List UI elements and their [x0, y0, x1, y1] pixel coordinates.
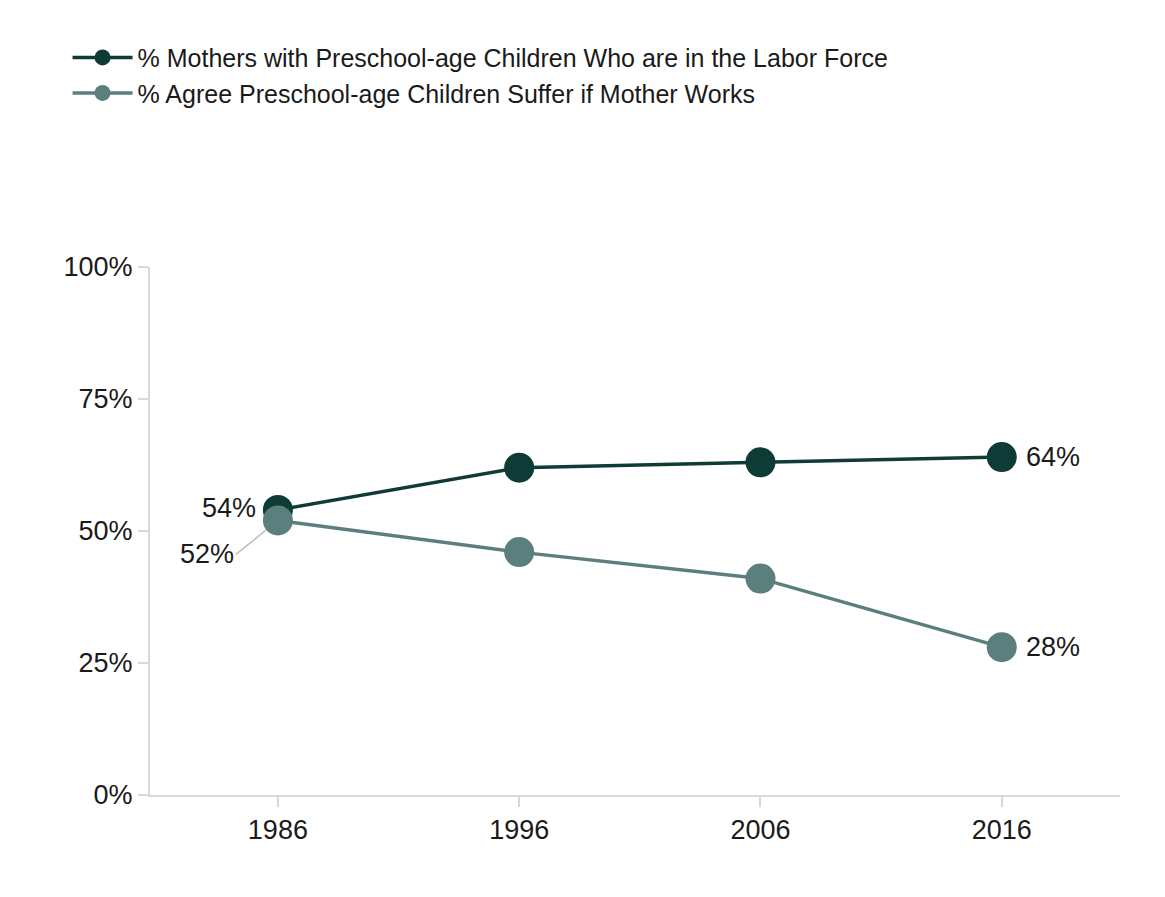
svg-text:100%: 100%	[64, 252, 133, 282]
svg-text:28%: 28%	[1026, 632, 1080, 662]
svg-text:75%: 75%	[79, 384, 133, 414]
svg-text:1996: 1996	[489, 815, 549, 845]
svg-text:50%: 50%	[79, 516, 133, 546]
svg-text:% Agree Preschool-age Children: % Agree Preschool-age Children Suffer if…	[138, 80, 755, 108]
svg-text:0%: 0%	[94, 780, 133, 810]
svg-text:1986: 1986	[248, 815, 308, 845]
svg-text:64%: 64%	[1026, 442, 1080, 472]
svg-text:2016: 2016	[972, 815, 1032, 845]
svg-text:2006: 2006	[730, 815, 790, 845]
svg-text:25%: 25%	[79, 648, 133, 678]
svg-text:52%: 52%	[180, 539, 234, 569]
svg-text:% Mothers with Preschool-age C: % Mothers with Preschool-age Children Wh…	[138, 44, 888, 72]
svg-text:54%: 54%	[202, 493, 256, 523]
